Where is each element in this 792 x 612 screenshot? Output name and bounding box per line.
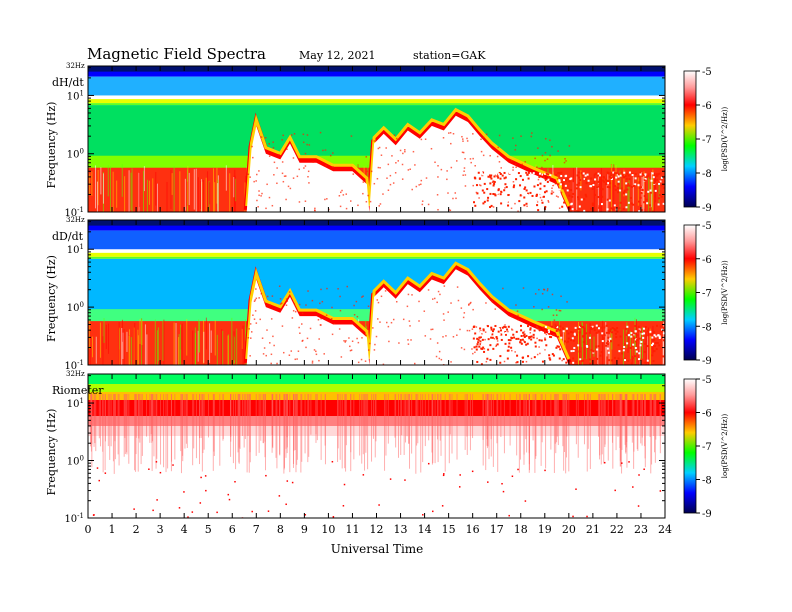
colorbar-tick-label: -9 [702, 509, 712, 520]
x-tick-label: 9 [301, 523, 308, 536]
x-tick-label: 2 [133, 523, 140, 536]
y-tick-label: 100 [67, 455, 84, 468]
x-tick-label: 21 [586, 523, 600, 536]
y-tick-label: 10-1 [64, 206, 84, 219]
colorbar-label: log(PSD(V^2/Hz)) [721, 260, 729, 325]
colorbar-tick-label: -8 [702, 322, 712, 333]
y-tick-label: 10-1 [64, 359, 84, 372]
x-axis-label: Universal Time [331, 542, 424, 556]
panel-label: Riometer [52, 384, 104, 397]
x-tick-label: 18 [514, 523, 528, 536]
colorbar-tick-label: -8 [702, 476, 712, 487]
colorbar [683, 224, 697, 361]
x-tick-label: 7 [253, 523, 260, 536]
colorbar [683, 70, 697, 208]
x-tick-label: 15 [442, 523, 456, 536]
y-axis-label: Frequency (Hz) [45, 102, 58, 189]
x-tick-label: 0 [85, 523, 92, 536]
colorbar-tick-label: -6 [702, 101, 712, 112]
x-tick-label: 8 [277, 523, 284, 536]
top-frequency-label: 32Hz [66, 216, 85, 224]
spectrogram-panel-1: dH/dt 32Hz 101 100 10-1 Frequency (Hz) -5 -6 -7 -… [45, 62, 729, 219]
chart-title: Magnetic Field Spectra [87, 45, 266, 63]
colorbar-tick-label: -5 [702, 375, 712, 386]
x-tick-label: 5 [205, 523, 212, 536]
x-tick-label: 23 [634, 523, 648, 536]
colorbar-tick-label: -8 [702, 169, 712, 180]
x-tick-label: 3 [157, 523, 164, 536]
panel-label: dH/dt [52, 76, 84, 89]
colorbar-tick-label: -5 [702, 221, 712, 232]
x-tick-label: 13 [394, 523, 408, 536]
x-tick-label: 4 [181, 523, 188, 536]
y-tick-label: 100 [67, 148, 84, 161]
panels: dH/dt 32Hz 101 100 10-1 Frequency (Hz) -5 -6 -7 -… [45, 62, 729, 525]
x-tick-label: 17 [490, 523, 504, 536]
colorbar-label: log(PSD(V^2/Hz)) [721, 413, 729, 478]
spectrogram-image [88, 374, 665, 518]
x-tick-label: 24 [658, 523, 672, 536]
y-tick-label: 101 [67, 243, 84, 256]
top-frequency-label: 32Hz [66, 62, 85, 70]
x-tick-label: 1 [109, 523, 116, 536]
x-tick-label: 6 [229, 523, 236, 536]
x-tick-label: 14 [418, 523, 432, 536]
x-tick-label: 22 [610, 523, 624, 536]
panel-label: dD/dt [52, 230, 84, 243]
colorbar-tick-label: -5 [702, 67, 712, 78]
x-tick-label: 19 [538, 523, 552, 536]
spectrogram-image [88, 220, 665, 365]
colorbar-tick-label: -7 [702, 289, 712, 300]
colorbar-tick-label: -9 [702, 203, 712, 214]
colorbar [683, 378, 697, 514]
x-tick-label: 20 [562, 523, 576, 536]
x-tick-label: 12 [370, 523, 384, 536]
chart-station: station=GAK [413, 49, 486, 62]
y-axis-label: Frequency (Hz) [45, 255, 58, 342]
colorbar-tick-label: -7 [702, 135, 712, 146]
x-axis: 0 1 2 3 4 5 6 7 8 9 10 11 12 13 14 15 16 17 18 19 20 21 22 23 24 [85, 66, 672, 536]
y-tick-label: 10-1 [64, 512, 84, 525]
chart-date: May 12, 2021 [299, 49, 376, 62]
colorbar-label: log(PSD(V^2/Hz)) [721, 106, 729, 171]
spectrogram-panel-3: Riometer 32Hz 101 100 10-1 Frequency (Hz) -5 -6… [45, 370, 729, 525]
y-tick-label: 101 [67, 89, 84, 102]
x-tick-label: 11 [345, 523, 359, 536]
colorbar-tick-label: -6 [702, 255, 712, 266]
colorbar-tick-label: -9 [702, 356, 712, 367]
y-tick-label: 100 [67, 301, 84, 314]
x-tick-label: 16 [466, 523, 480, 536]
colorbar-tick-label: -6 [702, 409, 712, 420]
colorbar-tick-label: -7 [702, 442, 712, 453]
y-axis-label: Frequency (Hz) [45, 409, 58, 496]
y-tick-label: 101 [67, 397, 84, 410]
x-tick-label: 10 [321, 523, 335, 536]
spectrogram-image [88, 66, 665, 212]
spectrogram-panel-2: dD/dt 32Hz 101 100 10-1 Frequency (Hz) -5 -6 -7 -… [45, 216, 729, 372]
top-frequency-label: 32Hz [66, 370, 85, 378]
